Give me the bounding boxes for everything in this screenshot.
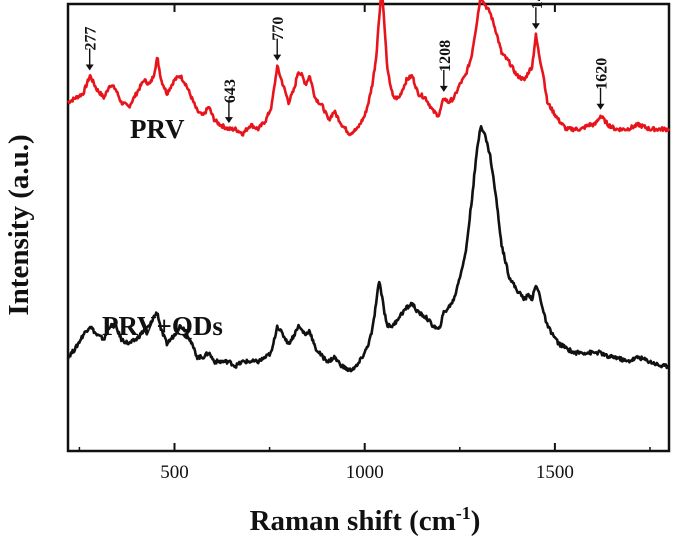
x-tick-label: 1000 <box>346 462 384 483</box>
peak-annotation: 770 <box>270 17 287 61</box>
peak-arrow-head <box>224 117 233 124</box>
peak-label: 1450 <box>529 0 546 9</box>
series-layer <box>66 0 671 373</box>
peak-label: 770 <box>270 17 287 41</box>
peak-annotation: 1620 <box>594 58 611 110</box>
x-axis-label: Raman shift (cm-1) <box>250 503 481 537</box>
peak-annotation: 1450 <box>529 0 546 30</box>
plot-border <box>66 2 671 453</box>
series-label-prv-qds: PRV+QDs <box>102 311 223 341</box>
x-axis-ticks: 500 1000 1500 <box>78 4 651 483</box>
peak-label: 277 <box>83 27 100 51</box>
peak-label: 643 <box>222 79 239 103</box>
peak-annotation: 1208 <box>437 40 454 92</box>
peak-arrow-head <box>85 64 94 71</box>
peak-annotation: 643 <box>222 79 239 124</box>
x-axis-label-superscript: -1 <box>456 503 471 523</box>
series-line-prv <box>67 0 671 137</box>
series-label-prv: PRV <box>130 114 185 144</box>
y-axis-label: Intensity (a.u.) <box>3 134 35 315</box>
peak-annotation: 277 <box>83 27 100 71</box>
x-tick-label: 500 <box>160 462 189 483</box>
x-axis-label-tail: ) <box>471 505 481 537</box>
peak-arrow-head <box>596 103 605 110</box>
peak-arrow-head <box>439 85 448 92</box>
plot-frame <box>66 2 671 453</box>
x-axis-label-main: Raman shift (cm <box>250 505 456 537</box>
peak-label: 1620 <box>594 58 611 90</box>
peak-arrow-head <box>531 23 540 30</box>
peak-arrow-head <box>273 54 282 61</box>
series-line-prv-qds <box>66 125 670 373</box>
peak-label: 1208 <box>437 40 454 72</box>
peak-annotations: 27764377010451208130514501620 <box>83 0 611 124</box>
x-tick-label: 1500 <box>536 462 574 483</box>
